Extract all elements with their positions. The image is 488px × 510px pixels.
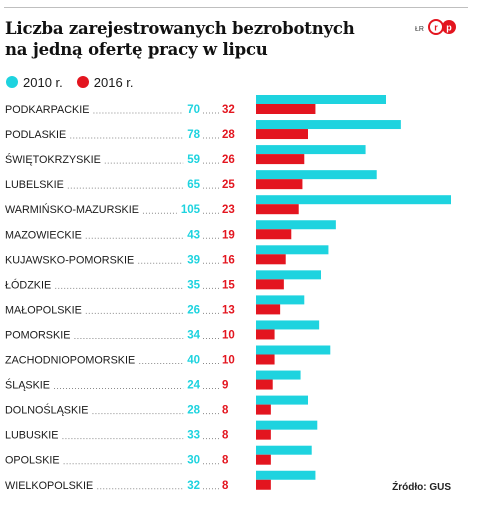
category-label: MAZOWIECKIE	[5, 229, 82, 241]
bar-2016	[256, 304, 281, 315]
title-line-2: na jedną ofertę pracy w lipcu	[5, 40, 268, 59]
bar-2010	[256, 345, 331, 355]
category-label: ŁÓDZKIE	[5, 278, 51, 291]
legend-item-2010: 2010 r.	[6, 75, 63, 90]
value-label-2016: 13	[222, 304, 235, 316]
bar-2016	[256, 404, 271, 415]
value-label-2016: 28	[222, 129, 235, 141]
category-label: PODKARPACKIE	[5, 104, 89, 116]
value-label-2010: 26	[187, 304, 200, 316]
legend-item-2016: 2016 r.	[76, 74, 134, 90]
value-label-2010: 40	[187, 355, 200, 367]
category-label: ZACHODNIOPOMORSKIE	[5, 355, 135, 367]
category-label: ŚLĄSKIE	[5, 379, 50, 392]
category-label: LUBELSKIE	[5, 179, 64, 191]
value-label-2010: 39	[187, 254, 200, 266]
bar-2010	[256, 420, 318, 430]
category-label: POMORSKIE	[5, 329, 70, 341]
category-label: KUJAWSKO-POMORSKIE	[5, 254, 134, 266]
value-label-2016: 8	[222, 430, 229, 442]
value-label-2010: 24	[187, 380, 200, 392]
value-label-2016: 10	[222, 355, 235, 367]
legend: 2010 r. 2016 r.	[6, 74, 148, 90]
title-line-1: Liczba zarejestrowanych bezrobotnych	[5, 19, 355, 38]
bar-2016	[256, 179, 303, 190]
value-label-2016: 9	[222, 380, 228, 392]
category-label: WARMIŃSKO-MAZURSKIE	[5, 203, 139, 216]
bar-2010	[256, 170, 377, 180]
bar-2010	[256, 320, 320, 330]
legend-label-2016: 2016 r.	[93, 74, 134, 90]
bar-2010	[256, 470, 316, 480]
top-rule	[0, 0, 488, 16]
source-note: Źródło: GUS	[392, 482, 451, 493]
value-label-2016: 8	[222, 455, 229, 467]
bar-2016	[256, 354, 275, 365]
value-label-2010: 33	[187, 430, 200, 442]
bar-2010	[256, 295, 305, 305]
value-label-2016: 8	[222, 405, 229, 417]
value-label-2016: 16	[222, 254, 235, 266]
bar-2010	[256, 270, 321, 280]
value-label-2010: 105	[181, 204, 201, 216]
bar-2016	[256, 329, 275, 340]
category-label: ŚWIĘTOKRZYSKIE	[5, 153, 101, 166]
author-initials: ŁR	[415, 26, 424, 33]
value-label-2016: 10	[222, 329, 235, 341]
svg-text:p: p	[446, 23, 452, 33]
value-label-2010: 70	[187, 104, 200, 116]
category-label: MAŁOPOLSKIE	[5, 304, 82, 316]
value-label-2016: 32	[222, 104, 235, 116]
bar-2016	[256, 254, 286, 265]
category-label: DOLNOŚLĄSKIE	[5, 404, 88, 417]
value-label-2016: 26	[222, 154, 235, 166]
bar-2016	[256, 479, 271, 490]
rp-logo-icon: r p	[428, 19, 456, 35]
bar-2016	[256, 454, 271, 465]
value-label-2010: 35	[187, 279, 200, 291]
value-label-2016: 8	[222, 480, 229, 492]
bar-2016	[256, 204, 299, 215]
bar-2016	[256, 154, 305, 165]
value-label-2016: 19	[222, 229, 235, 241]
bar-2016	[256, 104, 316, 114]
chart-title: Liczba zarejestrowanych bezrobotnych na …	[5, 18, 405, 60]
category-label: WIELKOPOLSKIE	[5, 480, 93, 492]
value-label-2016: 23	[222, 204, 235, 216]
bar-2010	[256, 145, 366, 155]
value-label-2010: 30	[187, 455, 200, 467]
bar-2010	[256, 370, 301, 380]
bar-2016	[256, 129, 308, 140]
bar-2016	[256, 229, 292, 240]
bar-2010	[256, 445, 312, 455]
value-label-2016: 15	[222, 279, 235, 291]
bar-2010	[256, 395, 308, 405]
value-label-2010: 34	[187, 329, 200, 341]
bar-2010	[256, 195, 451, 205]
value-label-2010: 43	[187, 229, 200, 241]
bar-2010	[256, 220, 336, 230]
bar-2010	[256, 95, 386, 104]
legend-swatch-2016	[76, 76, 89, 88]
bar-2016	[256, 429, 271, 440]
bar-2010	[256, 245, 329, 255]
legend-swatch-2010	[6, 76, 18, 88]
value-label-2010: 28	[187, 405, 200, 417]
value-label-2010: 32	[187, 480, 200, 492]
bar-2016	[256, 279, 284, 290]
category-label: LUBUSKIE	[5, 430, 58, 442]
category-label: OPOLSKIE	[5, 455, 60, 467]
legend-label-2010: 2010 r.	[23, 74, 63, 90]
value-label-2010: 59	[187, 154, 200, 166]
value-label-2010: 78	[187, 129, 200, 141]
value-label-2016: 25	[222, 179, 235, 191]
svg-text:r: r	[434, 23, 438, 33]
bar-2010	[256, 120, 401, 130]
category-label: PODLASKIE	[5, 129, 66, 141]
value-label-2010: 65	[187, 179, 200, 191]
bar-2016	[256, 379, 273, 390]
